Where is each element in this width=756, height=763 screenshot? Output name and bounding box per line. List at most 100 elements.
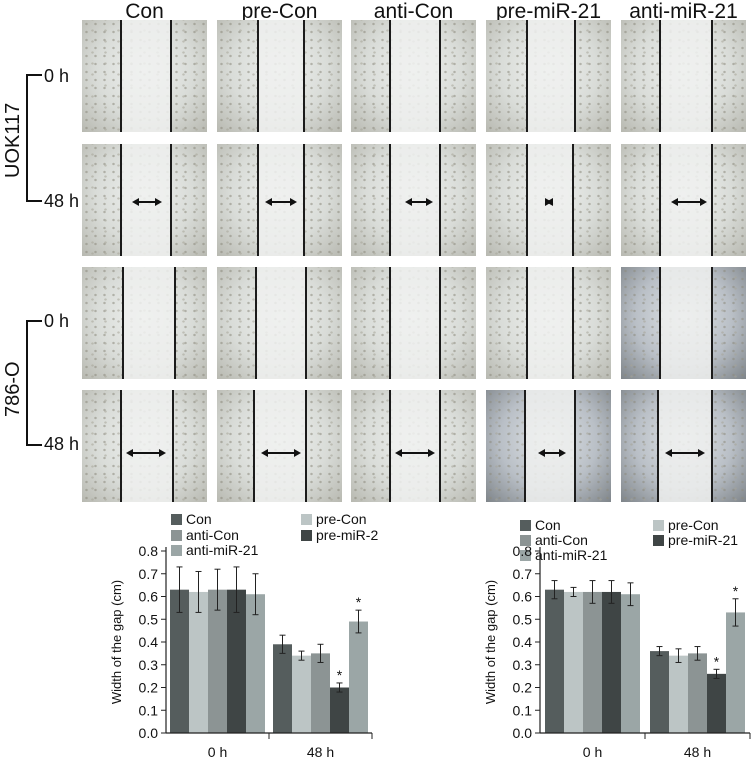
row-bracket [26,320,42,446]
micrograph-tile [486,390,611,502]
scratch-edge-line [120,144,122,256]
scratch-edge-line [439,144,441,256]
legend-label: pre-miR-21 [668,532,738,548]
bar [726,612,745,733]
legend-label: pre-miR-21 [316,527,378,543]
y-tick-label: 0.0 [139,725,159,741]
scratch-edge-line [659,20,661,132]
bar [583,591,602,733]
bar [707,673,726,733]
scratch-edge-line [572,144,574,256]
scratch-edge-line [711,20,713,132]
scratch-edge-line [574,20,576,132]
double-arrow-icon [671,198,707,206]
bar [669,655,688,733]
double-arrow-icon [545,198,553,206]
micrograph-tile [82,267,207,379]
timepoint-label: 0 h [44,66,70,86]
bar [688,653,707,733]
micrograph-tile [217,20,342,132]
legend-label: anti-Con [186,527,239,543]
y-tick-label: 0.8 [139,543,159,559]
x-tick-label: 0 h [208,744,227,760]
scratch-edge-line [657,390,659,502]
legend-swatch [301,530,312,541]
scratch-edge-line [253,390,255,502]
bar [564,591,583,733]
y-tick-label: 0.1 [139,702,159,718]
scratch-edge-line [526,144,528,256]
y-tick-label: 0.2 [513,680,533,696]
bar [170,589,189,733]
y-axis-label: Width of the gap (cm) [109,580,124,704]
scratch-edge-line [170,144,172,256]
x-tick-label: 0 h [583,744,602,760]
scratch-edge-line [711,390,713,502]
significance-marker: * [733,583,739,599]
legend-swatch [171,514,182,525]
legend-label: anti-miR-21 [186,542,259,558]
bar [602,591,621,733]
cell-line-label: 786-O [2,361,24,417]
scratch-edge-line [659,267,661,379]
legend-label: pre-Con [316,511,367,527]
micrograph-tile [82,390,207,502]
micrograph-tile [621,267,746,379]
y-tick-label: 0.7 [513,566,533,582]
legend-swatch [171,545,182,556]
scratch-edge-line [303,144,305,256]
bar [650,651,669,733]
y-tick-label: 0.7 [139,566,159,582]
scratch-edge-line [526,267,528,379]
column-title-3: pre-miR-21 [495,0,602,23]
significance-marker: * [714,653,720,669]
double-arrow-icon [538,449,566,457]
legend-swatch [653,520,664,531]
legend-swatch [520,520,531,531]
column-title-2: anti-Con [373,0,454,23]
double-arrow-icon [405,198,433,206]
scratch-edge-line [439,390,441,502]
bar [621,594,640,733]
micrograph-tile [351,390,476,502]
column-title-4: anti-miR-21 [629,0,738,23]
micrograph-tile [486,20,611,132]
y-tick-label: 0.5 [139,611,159,627]
micrograph-tile [82,20,207,132]
scratch-edge-line [574,390,576,502]
cell-line-label: UOK117 [2,102,24,178]
micrograph-tile [486,267,611,379]
bar [208,589,227,733]
legend-swatch [171,530,182,541]
micrograph-tile [351,20,476,132]
row-bracket [26,74,42,202]
bar [189,591,208,733]
x-tick-label: 48 h [307,744,334,760]
bar [545,589,564,733]
scratch-edge-line [711,144,713,256]
micrograph-tile [621,390,746,502]
micrograph-tile [217,144,342,256]
y-tick-label: 0.2 [139,680,159,696]
double-arrow-icon [265,198,297,206]
x-tick-label: 48 h [684,744,711,760]
legend-swatch [520,535,531,546]
legend-label: pre-Con [668,517,719,533]
legend-swatch [520,550,531,561]
double-arrow-icon [126,449,166,457]
double-arrow-icon [261,449,301,457]
micrograph-tile [217,390,342,502]
scratch-edge-line [389,267,391,379]
legend-swatch [301,514,312,525]
y-tick-label: 0.3 [513,657,533,673]
timepoint-label: 0 h [44,311,70,331]
micrograph-tile [351,267,476,379]
legend-label: anti-Con [535,532,588,548]
double-arrow-icon [395,449,435,457]
micrograph-tile [82,144,207,256]
bar [227,589,246,733]
scratch-edge-line [439,20,441,132]
micrograph-tile [351,144,476,256]
scratch-edge-line [439,267,441,379]
scratch-edge-line [389,144,391,256]
